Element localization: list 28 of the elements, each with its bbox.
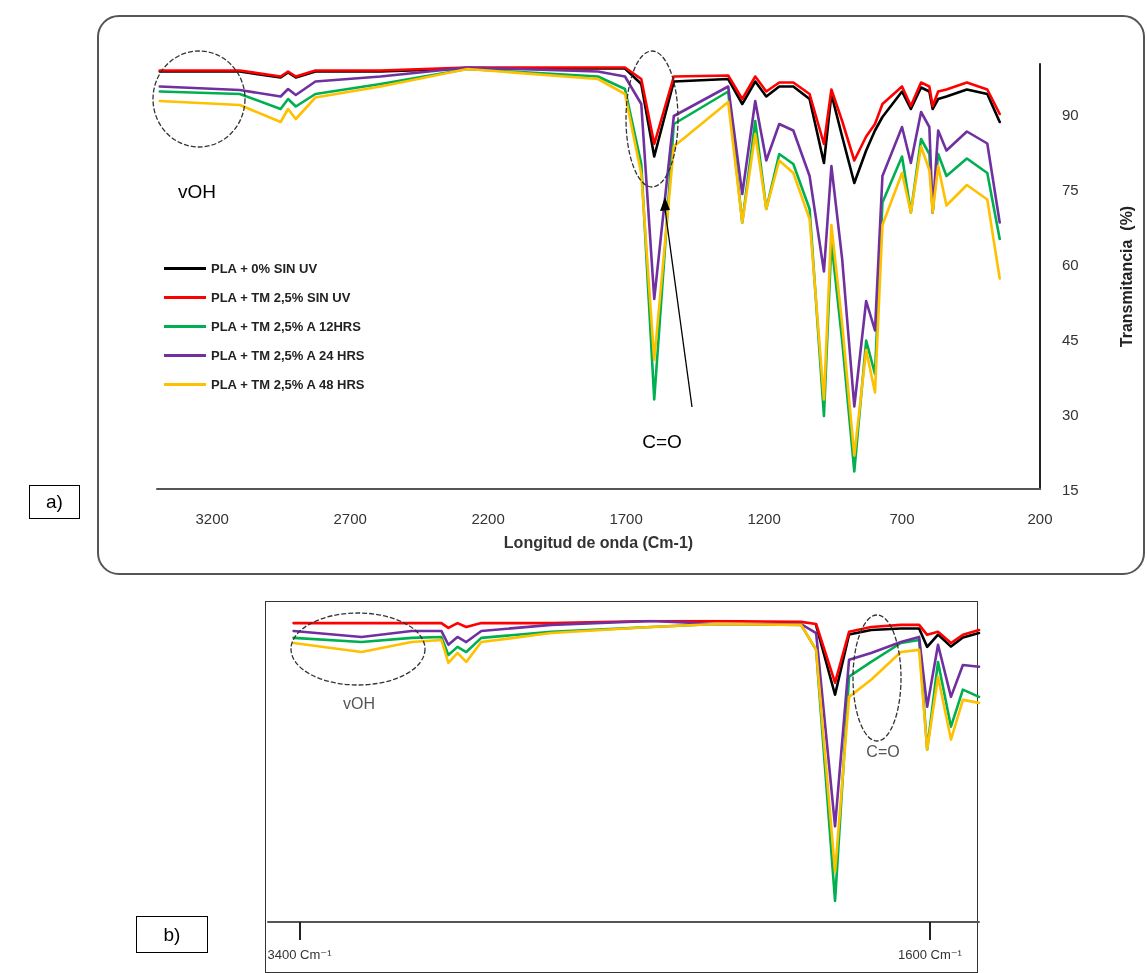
y-tick-label: 45 xyxy=(1062,330,1079,348)
y-axis-title: Transmitancia (%) xyxy=(1117,205,1135,348)
y-tick-label: 30 xyxy=(1062,405,1079,423)
annotation: vOH xyxy=(343,695,375,713)
x-tick-label: 3400 Cm⁻¹ xyxy=(267,947,333,962)
y-tick-label: 75 xyxy=(1062,180,1079,198)
legend-label: PLA + TM 2,5% SIN UV xyxy=(211,290,351,305)
x-tick-label: 1200 xyxy=(747,510,781,527)
x-tick-label: 700 xyxy=(889,510,915,527)
x-tick-label: 1700 xyxy=(609,510,643,527)
y-tick-label: 90 xyxy=(1062,105,1079,123)
text: b) xyxy=(136,916,208,953)
legend-label: PLA + TM 2,5% A 12HRS xyxy=(211,319,362,334)
text: a) xyxy=(29,485,80,519)
annotation: C=O xyxy=(866,743,900,761)
legend-label: PLA + 0% SIN UV xyxy=(211,261,318,276)
x-tick-label: 1600 Cm⁻¹ xyxy=(897,947,963,962)
x-axis-title: Longitud de onda (Cm-1) xyxy=(503,533,694,551)
x-tick-label: 2200 xyxy=(471,510,505,527)
x-tick-label: 200 xyxy=(1027,510,1053,527)
legend-label: PLA + TM 2,5% A 48 HRS xyxy=(211,377,365,392)
legend-label: PLA + TM 2,5% A 24 HRS xyxy=(211,348,365,363)
annotation: C=O xyxy=(642,431,682,453)
y-tick-label: 60 xyxy=(1062,255,1079,273)
x-tick-label: 3200 xyxy=(195,510,229,527)
y-tick-label: 15 xyxy=(1062,480,1079,498)
annotation: vOH xyxy=(178,181,216,203)
x-tick-label: 2700 xyxy=(333,510,367,527)
